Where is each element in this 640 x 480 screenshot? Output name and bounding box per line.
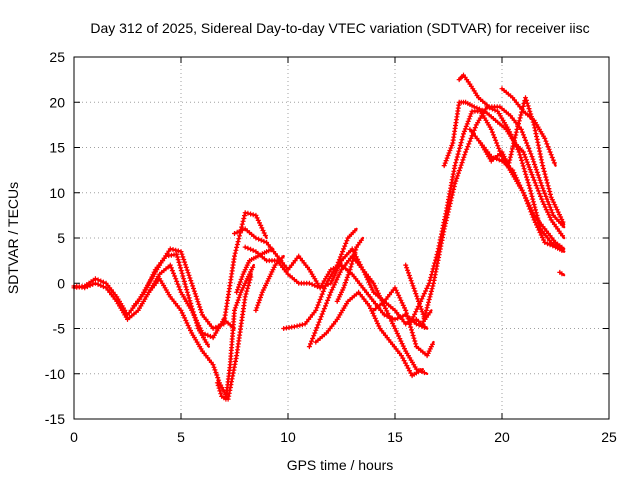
series-track-s: [456, 72, 566, 229]
series-markers: [306, 253, 427, 376]
y-tick-label: -10: [45, 366, 65, 382]
series-track-i: [253, 254, 285, 313]
series-track-a: [71, 210, 268, 331]
series-markers: [557, 269, 565, 277]
y-tick-label: 20: [49, 94, 65, 110]
x-tick-label: 15: [387, 429, 403, 445]
series-track-l: [313, 289, 424, 379]
x-tick-label: 10: [280, 429, 296, 445]
plot-frame: [73, 56, 610, 420]
x-tick-label: 0: [70, 429, 78, 445]
series-track-h: [234, 247, 275, 295]
series-markers: [467, 126, 565, 253]
series-track-e: [214, 263, 256, 402]
series-track-u: [467, 126, 566, 253]
x-tick-label: 5: [177, 429, 185, 445]
y-tick-label: 15: [49, 140, 65, 156]
series-markers: [71, 210, 268, 331]
series-track-n: [371, 285, 435, 359]
series-track-r: [441, 99, 566, 240]
y-tick-label: 25: [49, 49, 65, 65]
y-tick-label: 5: [57, 230, 65, 246]
series-markers: [131, 251, 210, 347]
series-markers: [281, 228, 358, 331]
y-tick-label: 10: [49, 185, 65, 201]
series-markers: [146, 274, 254, 402]
series-markers: [313, 289, 424, 379]
data-series: [71, 72, 566, 402]
y-axis-label: SDTVAR / TECUs: [5, 182, 21, 294]
series-track-w: [557, 269, 566, 277]
series-markers: [214, 264, 256, 402]
series-markers: [499, 86, 557, 166]
y-tick-label: 0: [57, 275, 65, 291]
x-axis-label: GPS time / hours: [287, 457, 394, 473]
y-tick-label: -15: [45, 411, 65, 427]
x-tick-label: 25: [601, 429, 617, 445]
x-tick-label: 20: [494, 429, 510, 445]
series-markers: [371, 285, 435, 359]
series-track-j: [281, 227, 358, 331]
chart-title: Day 312 of 2025, Sidereal Day-to-day VTE…: [90, 20, 589, 36]
series-line: [421, 105, 566, 326]
series-markers: [234, 247, 274, 295]
series-markers: [253, 255, 285, 313]
series-line: [410, 110, 566, 321]
series-markers: [242, 244, 427, 330]
series-track-m: [334, 236, 365, 304]
y-tick-label: -5: [53, 321, 66, 337]
series-track-d: [146, 273, 254, 402]
series-markers: [334, 237, 364, 304]
series-track-v: [499, 86, 557, 167]
series-track-k: [306, 253, 429, 376]
series-track-c: [131, 251, 210, 348]
